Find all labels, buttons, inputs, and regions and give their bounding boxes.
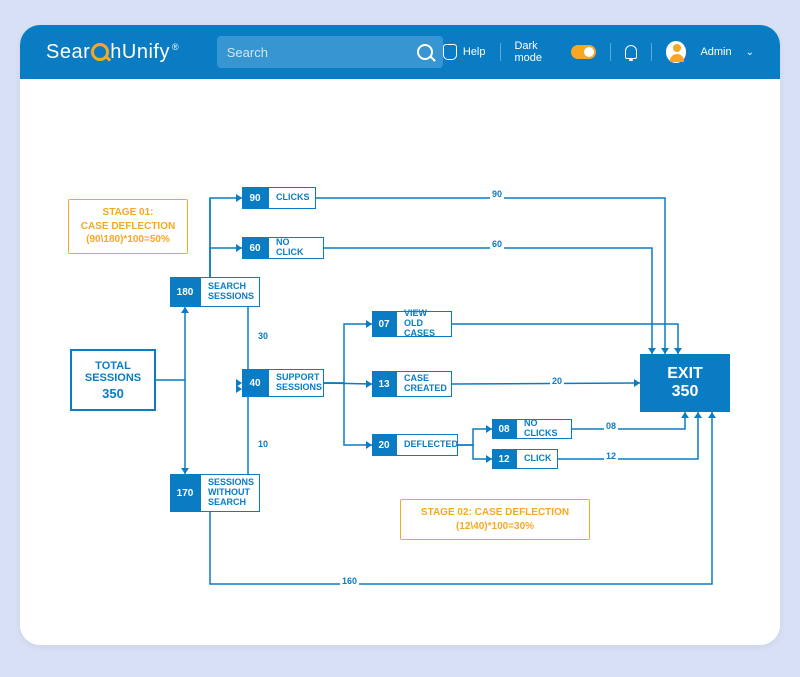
node-search_sessions: 180SEARCHSESSIONS — [170, 277, 260, 307]
separator — [610, 43, 611, 61]
edge-label: 30 — [256, 331, 270, 341]
search-input[interactable]: Search — [217, 36, 443, 68]
darkmode-toggle[interactable]: Dark mode — [514, 40, 596, 64]
help-label: Help — [463, 46, 486, 58]
edge-label: 60 — [490, 239, 504, 249]
node-support: 40SUPPORTSESSIONS — [242, 369, 324, 397]
topbar: Sear hUnify ® Search Help Dark mode Admi… — [20, 25, 780, 79]
search-icon[interactable] — [417, 44, 433, 60]
search-placeholder: Search — [227, 45, 417, 60]
node-viewold: 07VIEW OLDCASES — [372, 311, 452, 337]
shield-icon — [443, 44, 457, 60]
node-noclicks2: 08NO CLICKS — [492, 419, 572, 439]
magnifier-icon — [91, 43, 109, 61]
avatar-icon[interactable] — [666, 41, 687, 63]
diagram-canvas: TOTALSESSIONS350 EXIT350 180SEARCHSESSIONS… — [20, 79, 780, 645]
bell-icon[interactable] — [625, 45, 637, 59]
chevron-down-icon[interactable]: ⌄ — [746, 47, 754, 58]
node-click2: 12CLICK — [492, 449, 558, 469]
edge-label: 20 — [550, 376, 564, 386]
separator — [651, 43, 652, 61]
edge-label: 12 — [604, 451, 618, 461]
darkmode-label: Dark mode — [514, 40, 565, 64]
help-button[interactable]: Help — [443, 44, 486, 60]
user-label: Admin — [700, 46, 731, 58]
logo-prefix: Sear — [46, 41, 90, 64]
node-deflected: 20DEFLECTED — [372, 434, 458, 456]
node-created: 13CASECREATED — [372, 371, 452, 397]
edge-label: 08 — [604, 421, 618, 431]
node-noclick: 60NO CLICK — [242, 237, 324, 259]
toggle-icon — [571, 45, 596, 59]
app-window: Sear hUnify ® Search Help Dark mode Admi… — [20, 25, 780, 645]
callout-stage1: STAGE 01:CASE DEFLECTION(90\180)*100=50% — [68, 199, 188, 254]
logo-suffix: hUnify — [110, 41, 170, 64]
edge-label: 10 — [256, 439, 270, 449]
node-exit: EXIT350 — [640, 354, 730, 412]
logo: Sear hUnify ® — [20, 40, 217, 64]
node-clicks: 90CLICKS — [242, 187, 316, 209]
node-total-sessions: TOTALSESSIONS350 — [70, 349, 156, 411]
logo-trademark: ® — [172, 42, 179, 52]
node-no_search: 170SESSIONSWITHOUTSEARCH — [170, 474, 260, 512]
callout-stage2: STAGE 02: CASE DEFLECTION(12\40)*100=30% — [400, 499, 590, 540]
edge-label: 160 — [340, 576, 359, 586]
topbar-right: Help Dark mode Admin ⌄ — [443, 40, 780, 64]
edge-label: 90 — [490, 189, 504, 199]
separator — [500, 43, 501, 61]
